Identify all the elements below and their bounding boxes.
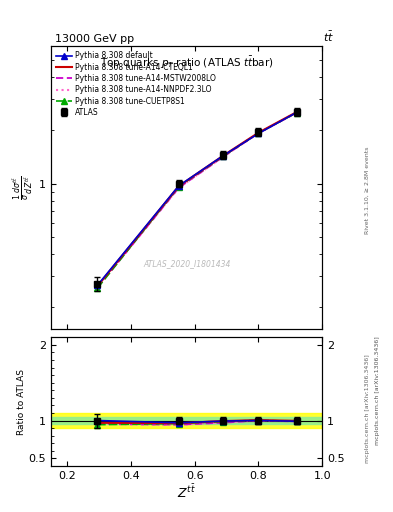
Pythia 8.308 tune-A14-CTEQL1 — [221, 153, 226, 159]
Pythia 8.308 tune-CUETP8S1 — [294, 110, 299, 116]
Pythia 8.308 tune-A14-CTEQL1 — [176, 183, 181, 189]
Pythia 8.308 default — [95, 282, 100, 288]
Pythia 8.308 tune-A14-MSTW2008LO — [176, 185, 181, 191]
Pythia 8.308 tune-CUETP8S1 — [95, 285, 100, 291]
Line: Pythia 8.308 tune-A14-CTEQL1: Pythia 8.308 tune-A14-CTEQL1 — [97, 112, 297, 286]
Pythia 8.308 tune-A14-MSTW2008LO — [221, 154, 226, 160]
Y-axis label: $\frac{1}{\sigma}\frac{d\sigma^{t\bar{t}}}{d\,Z^{t\bar{t}}}$: $\frac{1}{\sigma}\frac{d\sigma^{t\bar{t}… — [12, 175, 35, 200]
Pythia 8.308 default — [256, 131, 261, 137]
Pythia 8.308 tune-A14-MSTW2008LO — [294, 110, 299, 116]
Pythia 8.308 tune-A14-NNPDF2.3LO — [176, 185, 181, 191]
Pythia 8.308 default — [294, 109, 299, 115]
Text: 13000 GeV pp: 13000 GeV pp — [55, 33, 134, 44]
Text: $t\bar{t}$: $t\bar{t}$ — [323, 29, 334, 44]
Y-axis label: Ratio to ATLAS: Ratio to ATLAS — [17, 369, 26, 435]
Line: Pythia 8.308 default: Pythia 8.308 default — [95, 110, 299, 288]
Pythia 8.308 tune-A14-NNPDF2.3LO — [95, 284, 100, 290]
Pythia 8.308 tune-A14-MSTW2008LO — [256, 130, 261, 136]
Pythia 8.308 tune-CUETP8S1 — [221, 153, 226, 159]
Pythia 8.308 default — [176, 183, 181, 189]
Bar — [51, 417, 322, 424]
Pythia 8.308 default — [221, 153, 226, 159]
Pythia 8.308 tune-A14-MSTW2008LO — [95, 284, 100, 290]
Pythia 8.308 tune-A14-CTEQL1 — [256, 130, 261, 136]
Pythia 8.308 tune-A14-NNPDF2.3LO — [221, 154, 226, 160]
Text: ATLAS_2020_I1801434: ATLAS_2020_I1801434 — [143, 260, 230, 268]
Pythia 8.308 tune-CUETP8S1 — [256, 130, 261, 136]
Text: Top quarks $p_T$ ratio (ATLAS $t\bar{t}$bar): Top quarks $p_T$ ratio (ATLAS $t\bar{t}$… — [100, 55, 274, 71]
Text: Rivet 3.1.10, ≥ 2.8M events: Rivet 3.1.10, ≥ 2.8M events — [365, 146, 370, 234]
Line: Pythia 8.308 tune-A14-MSTW2008LO: Pythia 8.308 tune-A14-MSTW2008LO — [97, 113, 297, 287]
Pythia 8.308 tune-CUETP8S1 — [176, 184, 181, 190]
Pythia 8.308 tune-A14-NNPDF2.3LO — [294, 110, 299, 116]
Line: Pythia 8.308 tune-A14-NNPDF2.3LO: Pythia 8.308 tune-A14-NNPDF2.3LO — [97, 113, 297, 287]
Bar — [51, 413, 322, 428]
Text: mcplots.cern.ch [arXiv:1306.3436]: mcplots.cern.ch [arXiv:1306.3436] — [375, 336, 380, 445]
Pythia 8.308 tune-A14-CTEQL1 — [294, 109, 299, 115]
Line: Pythia 8.308 tune-CUETP8S1: Pythia 8.308 tune-CUETP8S1 — [95, 110, 299, 291]
Pythia 8.308 tune-A14-NNPDF2.3LO — [256, 130, 261, 136]
Legend: Pythia 8.308 default, Pythia 8.308 tune-A14-CTEQL1, Pythia 8.308 tune-A14-MSTW20: Pythia 8.308 default, Pythia 8.308 tune-… — [55, 50, 217, 118]
Pythia 8.308 tune-A14-CTEQL1 — [95, 283, 100, 289]
Text: mcplots.cern.ch [arXiv:1306.3436]: mcplots.cern.ch [arXiv:1306.3436] — [365, 354, 370, 463]
X-axis label: $Z^{t\bar{t}}$: $Z^{t\bar{t}}$ — [177, 483, 196, 501]
